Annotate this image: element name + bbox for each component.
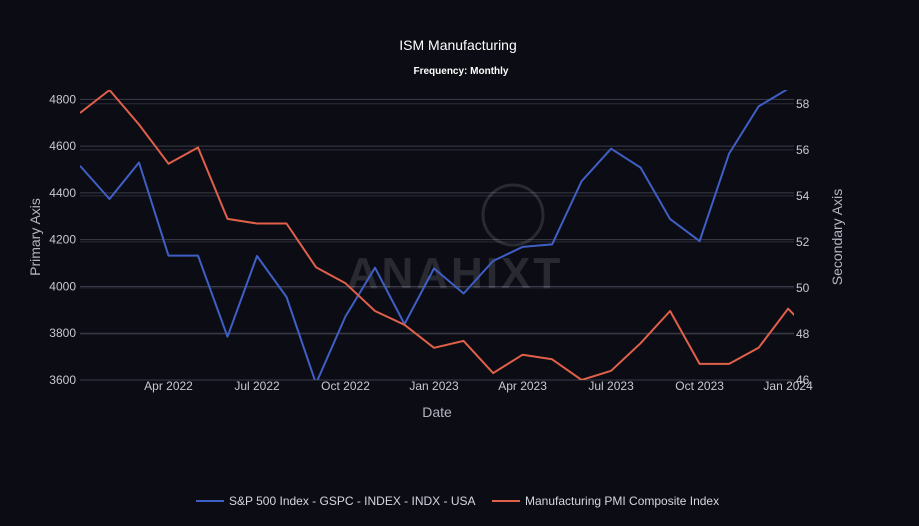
watermark-text: ANAHIXT: [347, 249, 564, 298]
series-lines: [80, 62, 818, 384]
y2-tick-label: 56: [796, 143, 810, 157]
x-tick-label: Oct 2022: [321, 379, 370, 393]
y2-tick-label: 48: [796, 327, 810, 341]
legend-label: Manufacturing PMI Composite Index: [525, 494, 719, 508]
series-line-0[interactable]: [80, 62, 818, 384]
x-tick-label: Jul 2023: [588, 379, 634, 393]
y-tick-label: 4200: [49, 233, 76, 247]
x-tick-label: Apr 2022: [144, 379, 193, 393]
gridlines: [80, 98, 794, 381]
chart-subtitle: Frequency: Monthly: [413, 66, 508, 77]
y2-tick-label: 52: [796, 235, 810, 249]
x-tick-label: Jul 2022: [234, 379, 280, 393]
y2-tick-label: 50: [796, 281, 810, 295]
y-tick-label: 4000: [49, 279, 76, 293]
x-tick-label: Oct 2023: [675, 379, 724, 393]
legend[interactable]: S&P 500 Index - GSPC - INDEX - INDX - US…: [196, 494, 719, 508]
chart-title: ISM Manufacturing: [399, 37, 517, 53]
primary-axis-ticks: 3600 3800 4000 4200 4400 4600 4800: [49, 92, 76, 387]
y-tick-label: 3600: [49, 373, 76, 387]
x-axis-label: Date: [422, 404, 452, 420]
y-tick-label: 3800: [49, 326, 76, 340]
x-axis-ticks: Apr 2022 Jul 2022 Oct 2022 Jan 2023 Apr 2023…: [144, 379, 813, 393]
y2-axis-label: Secondary Axis: [829, 189, 845, 286]
y-axis-label: Primary Axis: [27, 198, 43, 276]
watermark: ANAHIXT: [347, 183, 564, 298]
x-tick-label: Jan 2024: [763, 379, 813, 393]
legend-label: S&P 500 Index - GSPC - INDEX - INDX - US…: [229, 494, 476, 508]
y-tick-label: 4400: [49, 186, 76, 200]
y-tick-label: 4800: [49, 92, 76, 106]
series-line-1[interactable]: [80, 90, 818, 380]
legend-item-1[interactable]: Manufacturing PMI Composite Index: [492, 494, 719, 508]
x-tick-label: Jan 2023: [409, 379, 459, 393]
y2-tick-label: 54: [796, 189, 810, 203]
legend-item-0[interactable]: S&P 500 Index - GSPC - INDEX - INDX - US…: [196, 494, 476, 508]
y2-tick-label: 46: [796, 373, 810, 387]
x-tick-label: Apr 2023: [498, 379, 547, 393]
secondary-axis-ticks: 46 48 50 52 54 56 58: [796, 97, 810, 387]
y2-tick-label: 58: [796, 97, 810, 111]
y-tick-label: 4600: [49, 139, 76, 153]
